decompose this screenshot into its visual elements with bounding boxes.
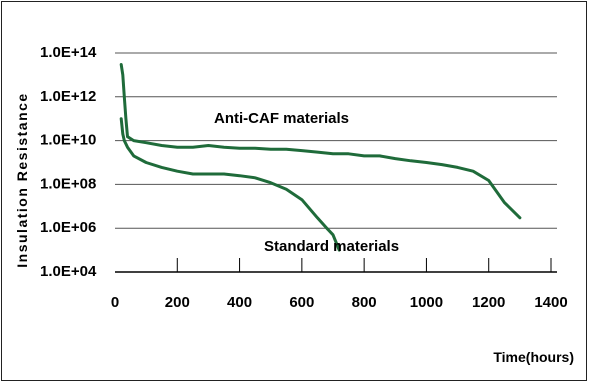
y-tick-labels: 1.0E+14 1.0E+12 1.0E+10 1.0E+08 1.0E+06 1.0E+…: [40, 44, 97, 280]
y-tick-label: 1.0E+10: [40, 132, 96, 149]
x-tick-labels: 0 200 400 600 800 1000 1200 1400: [111, 294, 568, 311]
y-tick-label: 1.0E+08: [40, 175, 96, 192]
series-line: [119, 63, 522, 220]
series-line: [119, 117, 341, 252]
x-axis-title: Time(hours): [493, 349, 574, 365]
anti-caf-annotation: Anti-CAF materials: [214, 110, 349, 127]
x-tick-label: 1400: [534, 294, 567, 311]
x-tick-label: 800: [352, 294, 377, 311]
x-tick-label: 200: [165, 294, 190, 311]
standard-annotation: Standard materials: [264, 238, 399, 255]
x-tick-label: 400: [227, 294, 252, 311]
y-tick-label: 1.0E+04: [40, 263, 97, 280]
y-tick-label: 1.0E+12: [40, 88, 96, 105]
y-tick-label: 1.0E+06: [40, 219, 96, 236]
x-tick-label: 600: [289, 294, 314, 311]
x-tick-label: 1200: [472, 294, 505, 311]
x-tick-marks: [176, 258, 552, 272]
x-tick-label: 0: [111, 294, 119, 311]
x-tick-label: 1000: [410, 294, 443, 311]
y-tick-label: 1.0E+14: [40, 44, 97, 61]
y-axis-title: Insulation Resistance: [14, 92, 30, 267]
series-layer: [119, 63, 522, 252]
